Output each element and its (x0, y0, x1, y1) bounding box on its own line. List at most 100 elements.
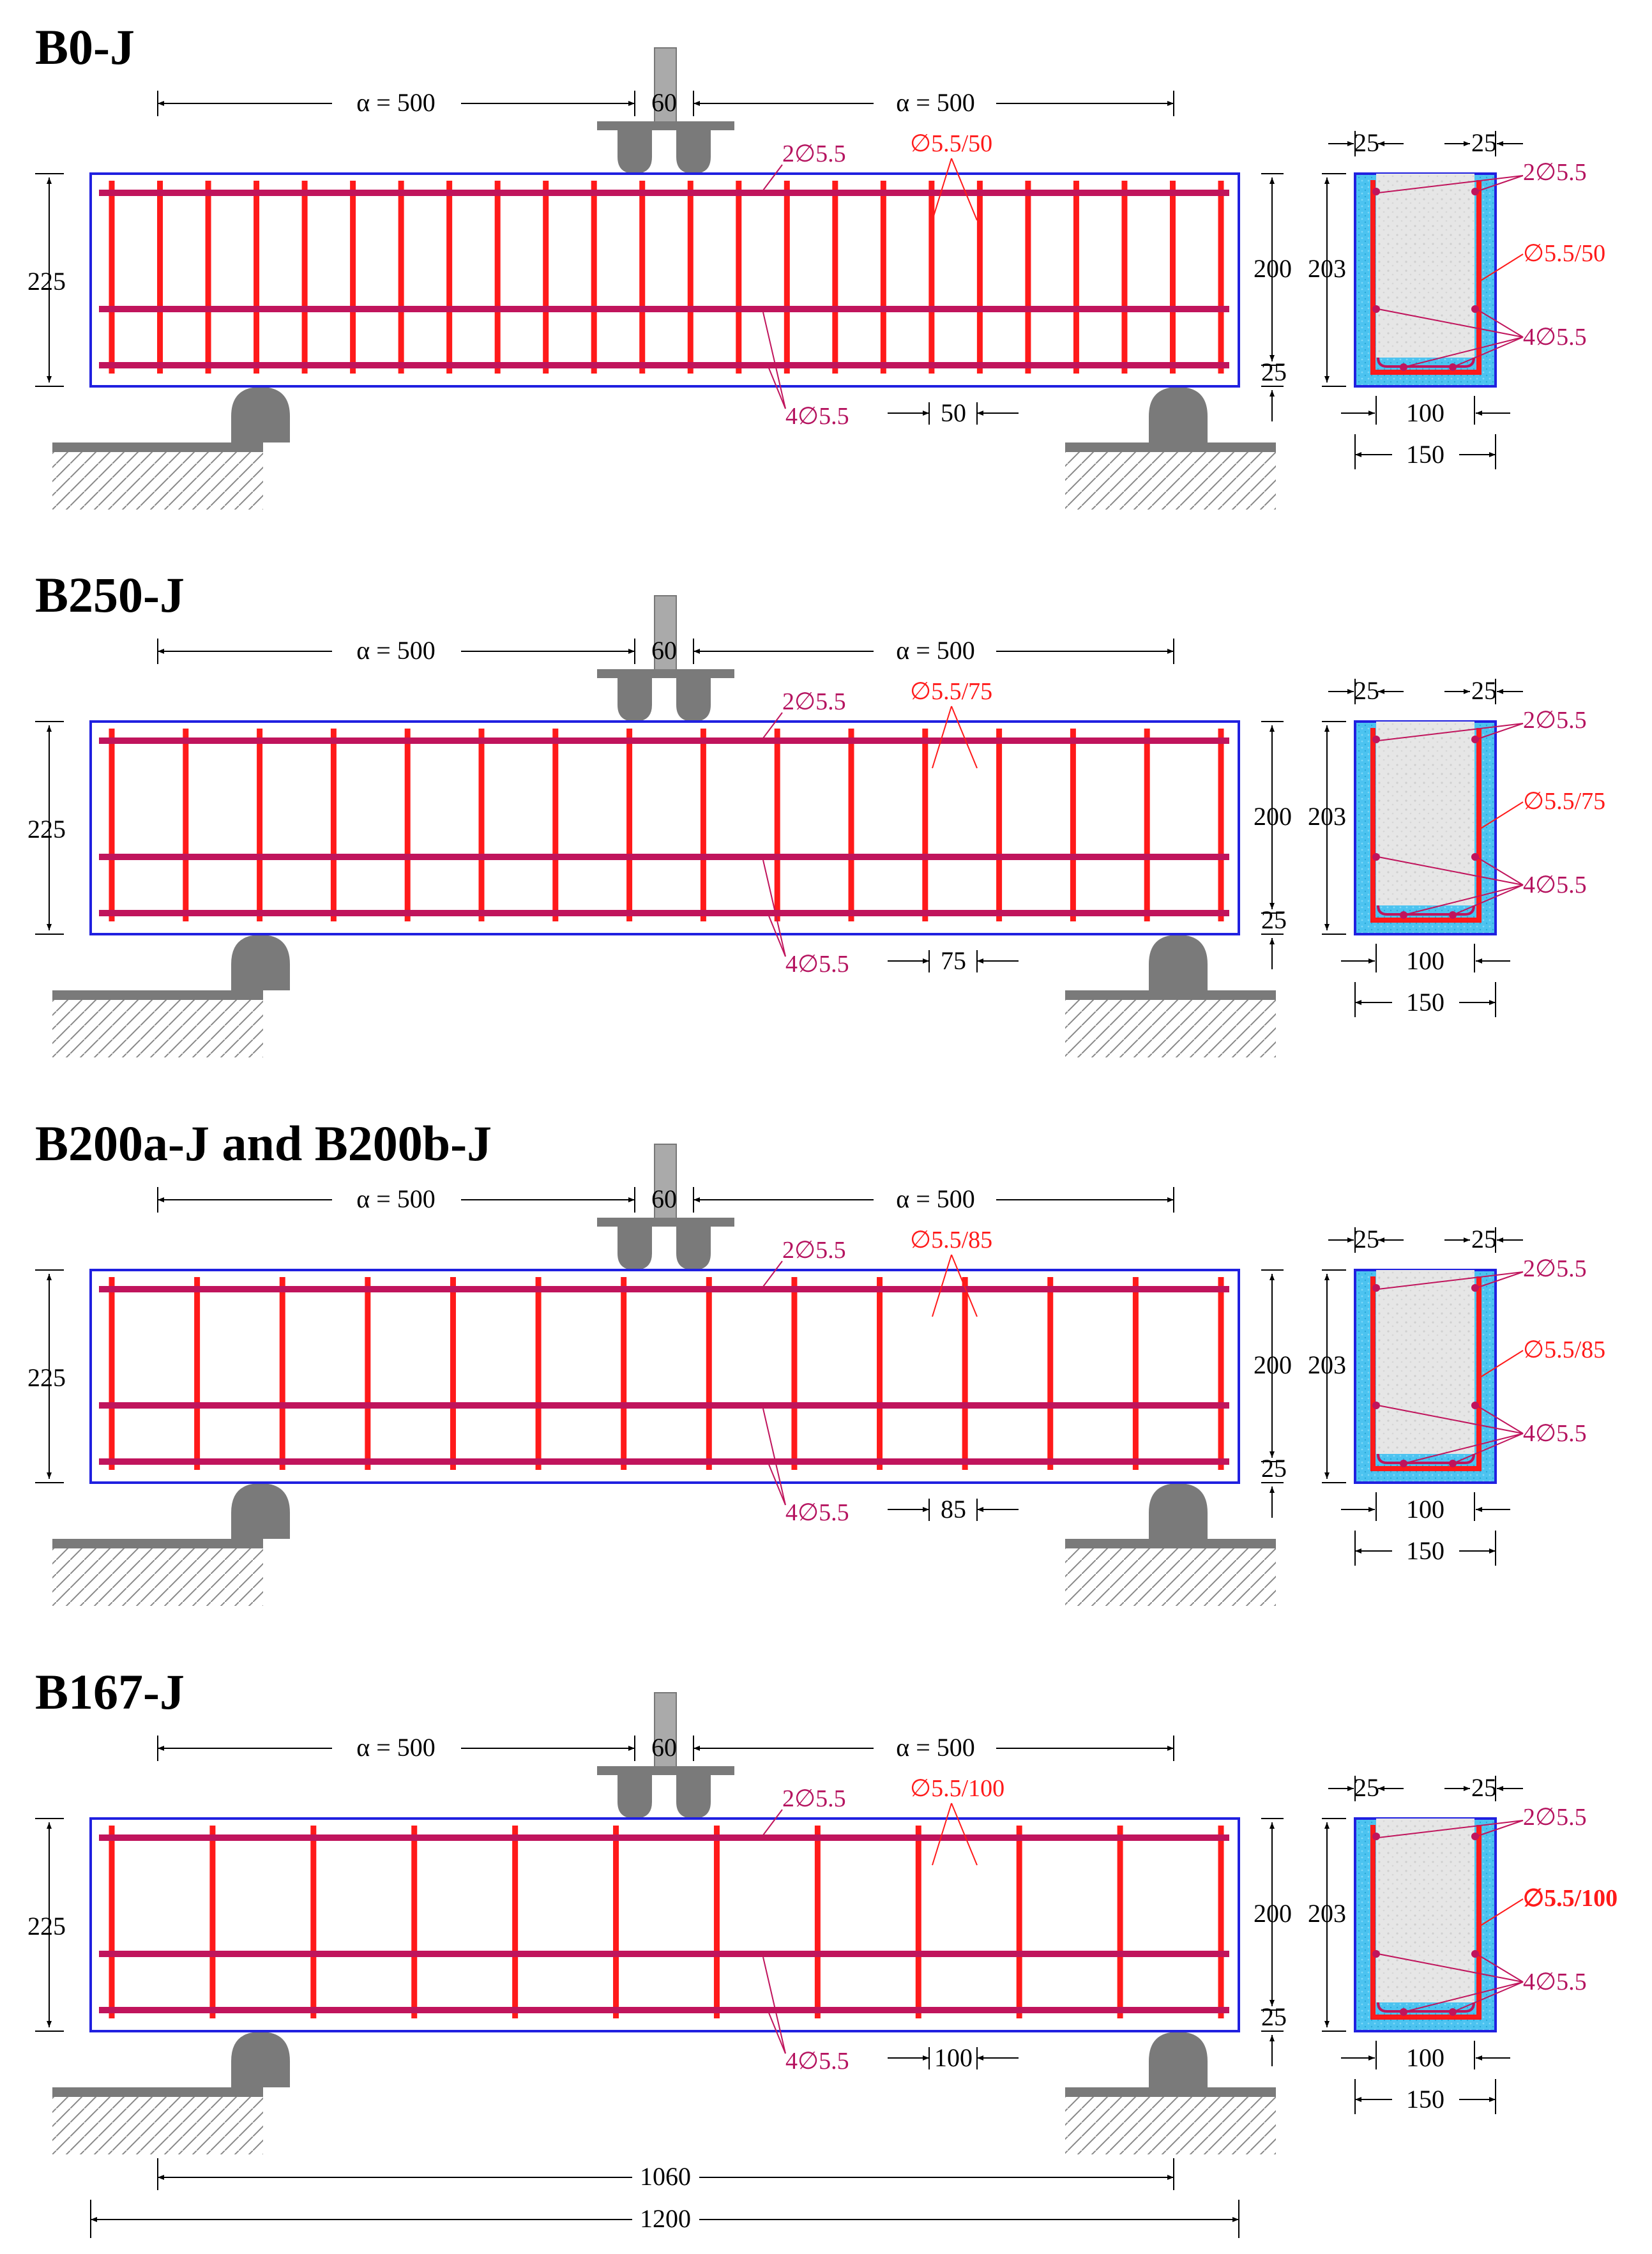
cs-bottom-bars-leader (1403, 337, 1524, 368)
cs-cover-left-label: 25 (1354, 676, 1379, 705)
cs-cover-right-label: 25 (1471, 128, 1497, 157)
support-roller (231, 387, 290, 442)
load-roller-right (676, 1775, 711, 1819)
cs-top-bars-label: 2∅5.5 (1523, 1255, 1587, 1282)
cs-bottom-bars-leader (1452, 337, 1524, 368)
height-225-label: 225 (27, 815, 66, 843)
stirrup-label: ∅5.5/100 (910, 1775, 1004, 1802)
cs-concrete-core (1376, 1819, 1474, 2002)
bottom-bars-leader (768, 1462, 786, 1506)
cs-bottom-bars-leader (1476, 856, 1524, 886)
cs-bottom-bars-label: 4∅5.5 (1523, 872, 1587, 898)
load-spacing-label: 60 (651, 636, 677, 665)
cs-top-bars-leader (1377, 1271, 1524, 1290)
beam-panel: B0-J α = 500 α = 500 60 225 200 25 2∅5.5 ∅5.5/50… (27, 19, 1605, 510)
beam-panel: B167-J α = 500 α = 500 60 225 200 25 2∅5.5 ∅5.5/… (27, 1664, 1618, 2154)
cs-cover-right-label: 25 (1471, 676, 1497, 705)
height-225-label: 225 (27, 1363, 66, 1392)
cs-bar (1372, 305, 1380, 313)
spacing-label: 100 (934, 2043, 973, 2072)
cs-width-label: 150 (1406, 988, 1444, 1017)
stirrup-leader (951, 1254, 978, 1317)
load-plate (597, 669, 734, 678)
cs-stirrup-bend (1377, 357, 1475, 368)
overall-dimensions: 1060 1200 (90, 2158, 1239, 2238)
cs-stirrup-label: ∅5.5/75 (1523, 788, 1605, 815)
cs-bottom-bars-leader (1452, 1981, 1524, 2013)
cross-section: 25 25 203 2∅5.5 ∅5.5/50 4∅5.5 100 150 (1308, 128, 1605, 469)
bottom-bars-label: 4∅5.5 (785, 951, 849, 978)
ground-hatch-left (52, 1548, 263, 1606)
cs-stirrup (1370, 1276, 1481, 1471)
spacing-label: 85 (941, 1495, 966, 1524)
clear-span-label: 1060 (640, 2162, 691, 2191)
cs-cover-left-label: 25 (1354, 128, 1379, 157)
load-plate (597, 121, 734, 130)
alpha-left-label: α = 500 (356, 1184, 436, 1213)
cs-top-bars-leader (1377, 175, 1524, 193)
cs-bottom-bars-leader (1476, 308, 1524, 338)
cs-stirrup-leader (1480, 1898, 1524, 1926)
cs-stirrup-leader (1480, 253, 1524, 282)
top-bars-leader (762, 1809, 783, 1836)
cover-25-label: 25 (1261, 1454, 1287, 1483)
top-bars-leader (762, 712, 783, 739)
cs-top-bars-leader (1377, 723, 1524, 741)
load-spacing-label: 60 (651, 88, 677, 117)
top-bars-leader (762, 164, 783, 191)
ground-hatch-left (52, 452, 263, 510)
cs-bar (1372, 1402, 1380, 1409)
stirrup-label: ∅5.5/50 (910, 130, 992, 157)
beam-outline (89, 1817, 1240, 2032)
cs-top-bars-leader (1476, 723, 1524, 740)
stirrup-leader (932, 1803, 952, 1866)
cs-height-label: 203 (1308, 802, 1346, 831)
cs-stirrup-label: ∅5.5/100 (1523, 1885, 1618, 1912)
cs-concrete-core (1376, 174, 1474, 358)
cs-bar (1372, 736, 1380, 743)
cs-width-label: 150 (1406, 1536, 1444, 1565)
bottom-bars-leader (762, 312, 786, 409)
cs-height-label: 203 (1308, 1899, 1346, 1928)
spacing-label: 50 (941, 398, 966, 427)
cs-bottom-bars-label: 4∅5.5 (1523, 1420, 1587, 1447)
alpha-left-label: α = 500 (356, 1733, 436, 1762)
support-roller (1149, 935, 1208, 990)
cs-top-bars-leader (1476, 1820, 1524, 1837)
cs-bottom-bars-leader (1452, 884, 1524, 916)
support-roller (1149, 1483, 1208, 1539)
cs-bar (1372, 1284, 1380, 1292)
beam-outline (89, 720, 1240, 935)
cs-stirrup-leader (1480, 1350, 1524, 1378)
cs-bar (1471, 1950, 1479, 1958)
height-200-label: 200 (1254, 1350, 1292, 1379)
cs-top-bars-leader (1476, 175, 1524, 192)
cs-bottom-bars-leader (1377, 308, 1524, 338)
cs-bottom-bars-leader (1452, 1433, 1524, 1464)
cs-bar (1372, 853, 1380, 861)
beam-title: B200a-J and B200b-J (35, 1116, 492, 1171)
ground-hatch-right (1065, 1000, 1276, 1057)
cs-bar (1471, 305, 1479, 313)
alpha-left-label: α = 500 (356, 636, 436, 665)
cs-inner-width-label: 100 (1406, 398, 1444, 427)
cs-top-bars-label: 2∅5.5 (1523, 1804, 1587, 1831)
cs-concrete-core (1376, 722, 1474, 905)
load-spacing-label: 60 (651, 1733, 677, 1762)
load-roller-right (676, 130, 711, 174)
cs-stirrup-label: ∅5.5/85 (1523, 1336, 1605, 1363)
bottom-bars-label: 4∅5.5 (785, 2048, 849, 2075)
cover-25-label: 25 (1261, 2002, 1287, 2031)
cs-bar (1471, 1402, 1479, 1409)
cover-25-label: 25 (1261, 358, 1287, 386)
load-ram (654, 47, 677, 128)
spacing-label: 75 (941, 946, 966, 975)
support-roller (231, 935, 290, 990)
bottom-bars-leader (768, 914, 786, 957)
cs-bottom-bars-leader (1403, 1981, 1524, 2013)
bottom-bars-label: 4∅5.5 (785, 403, 849, 430)
support-base-left (52, 442, 263, 452)
cross-section: 25 25 203 2∅5.5 ∅5.5/75 4∅5.5 100 150 (1308, 676, 1605, 1017)
cs-inner-width-label: 100 (1406, 946, 1444, 975)
